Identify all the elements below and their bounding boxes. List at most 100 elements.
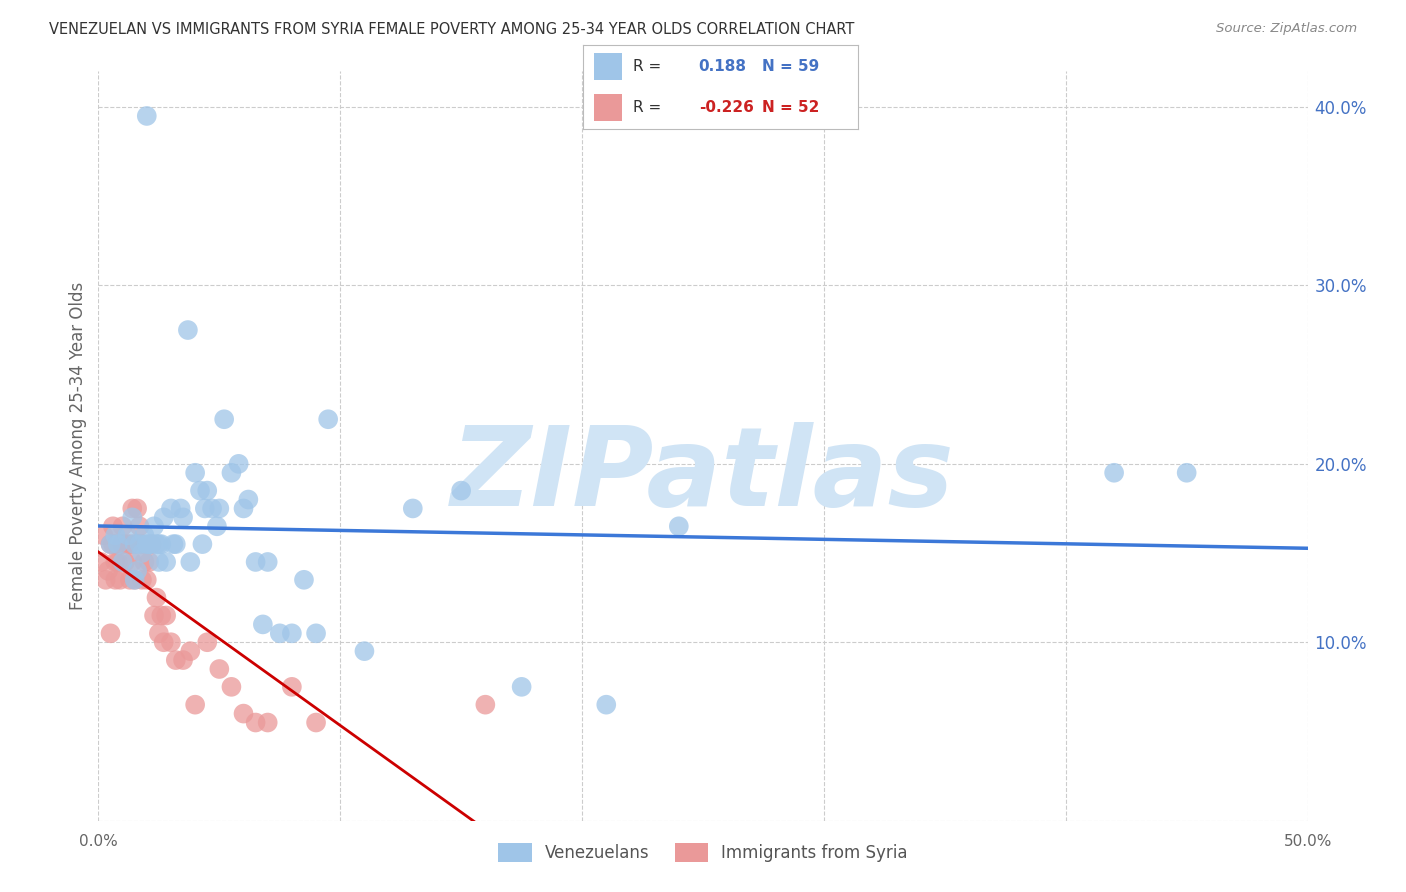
Point [292,573,315,587]
Point [212,412,235,426]
Point [184,466,207,480]
Text: Source: ZipAtlas.com: Source: ZipAtlas.com [1216,22,1357,36]
Point [162,537,184,551]
Text: -0.226: -0.226 [699,100,754,115]
Point [668,519,690,533]
FancyBboxPatch shape [595,54,621,80]
Point [131,537,153,551]
Point [134,555,156,569]
Point [148,555,170,569]
Point [201,501,224,516]
Point [124,573,146,587]
Point [245,715,267,730]
Point [150,537,173,551]
Point [117,528,139,542]
Point [195,635,218,649]
Point [104,555,127,569]
Text: N = 59: N = 59 [762,59,818,74]
Point [160,501,183,516]
Point [179,644,201,658]
Point [121,501,143,516]
Point [135,109,157,123]
Point [145,591,167,605]
Point [1175,466,1198,480]
Text: 0.0%: 0.0% [79,834,118,849]
Text: VENEZUELAN VS IMMIGRANTS FROM SYRIA FEMALE POVERTY AMONG 25-34 YEAR OLDS CORRELA: VENEZUELAN VS IMMIGRANTS FROM SYRIA FEMA… [49,22,855,37]
Point [121,510,143,524]
Point [595,698,617,712]
Point [107,555,129,569]
Point [107,537,129,551]
Point [101,537,124,551]
Point [160,635,183,649]
Point [107,537,129,551]
Point [256,555,278,569]
Point [91,528,114,542]
Text: 0.188: 0.188 [699,59,747,74]
Point [179,555,201,569]
Point [281,680,304,694]
Point [188,483,211,498]
Text: ZIPatlas: ZIPatlas [451,423,955,530]
Point [184,698,207,712]
Point [108,573,131,587]
Legend: Venezuelans, Immigrants from Syria: Venezuelans, Immigrants from Syria [492,836,914,869]
Point [111,537,134,551]
Point [305,626,328,640]
Point [143,608,166,623]
Point [100,537,122,551]
Point [134,528,156,542]
Point [232,501,254,516]
Point [208,501,231,516]
Point [104,573,127,587]
Point [143,519,166,533]
Point [232,706,254,721]
Point [169,501,191,516]
Point [124,537,146,551]
Point [155,608,177,623]
Point [118,537,141,551]
Point [141,537,163,551]
Point [111,519,134,533]
Point [138,555,160,569]
Point [128,537,150,551]
Point [138,537,160,551]
Point [205,519,228,533]
Point [127,564,149,578]
Point [165,537,187,551]
Point [256,715,278,730]
Point [128,519,150,533]
Point [195,483,218,498]
Point [148,537,170,551]
Point [100,626,122,640]
Point [221,680,243,694]
Point [121,555,143,569]
Point [510,680,533,694]
Point [402,501,425,516]
Point [118,573,141,587]
Point [114,555,136,569]
Point [281,626,304,640]
Point [117,537,139,551]
Point [1102,466,1125,480]
Point [474,698,496,712]
Point [269,626,291,640]
Point [104,528,127,542]
Text: R =: R = [633,59,666,74]
Point [127,537,149,551]
Point [228,457,250,471]
Point [450,483,472,498]
Point [124,573,146,587]
Point [145,537,167,551]
Point [194,501,217,516]
Point [148,626,170,640]
Point [305,715,328,730]
FancyBboxPatch shape [595,94,621,120]
Point [111,555,134,569]
Point [252,617,274,632]
Point [172,653,194,667]
Point [172,510,194,524]
Point [135,537,157,551]
Point [94,573,117,587]
Point [131,546,153,560]
